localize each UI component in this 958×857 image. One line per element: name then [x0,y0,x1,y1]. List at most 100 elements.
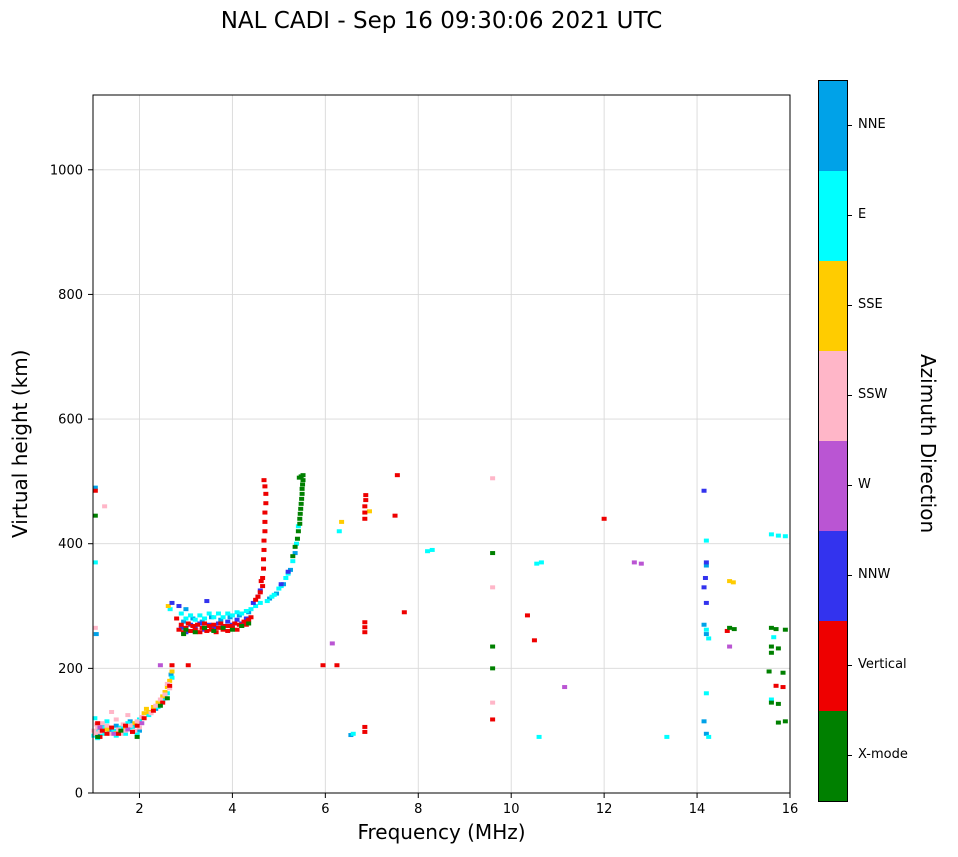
colorbar-tick [848,215,852,216]
data-point-vertical [218,621,224,626]
colorbar-segment-nne [819,81,847,171]
x-tick-label: 4 [228,802,236,817]
data-point-ssw [125,713,131,718]
colorbar-bar [818,80,848,802]
data-point-e [234,610,240,615]
colorbar-tick [848,125,852,126]
data-point-x-mode [292,544,298,549]
data-point-nne [701,719,707,724]
data-point-vertical [255,594,261,599]
data-point-nne [136,728,142,733]
data-point-e [706,734,712,739]
data-point-x-mode [299,491,305,496]
data-point-e [125,721,131,726]
data-point-e [92,560,98,565]
data-point-e [243,609,249,614]
data-point-vertical [334,663,340,668]
colorbar-tick [848,485,852,486]
colorbar-tick [848,575,852,576]
data-point-nne [703,731,709,736]
colorbar-tick-label: SSW [858,387,888,402]
data-point-vertical [190,623,196,628]
data-point-vertical [215,625,221,630]
data-point-vertical [167,683,173,688]
data-point-vertical [185,663,191,668]
data-point-vertical [188,628,194,633]
data-point-ssw [109,709,115,714]
data-point-vertical [362,625,368,630]
data-point-x-mode [183,627,189,632]
data-point-e [220,615,226,620]
data-point-nnw [204,599,210,604]
data-point-sse [162,690,168,695]
x-tick-label: 2 [135,802,143,817]
data-point-vertical [363,493,369,498]
x-tick-label: 10 [503,802,520,817]
data-point-e [429,547,435,552]
data-point-ssw [153,703,159,708]
data-point-w [157,663,163,668]
data-point-vertical [241,619,247,624]
y-tick-label: 200 [58,662,83,677]
data-point-w [562,685,568,690]
data-point-vertical [262,529,268,534]
data-point-vertical [524,613,530,618]
plot-area: 2 4 6 8 10 12 14 16 0 200 400 600 800 1000 [50,94,798,817]
data-point-e [215,611,221,616]
data-point-vertical [263,491,269,496]
data-point-vertical [261,547,267,552]
colorbar-tick-label: NNE [858,117,886,132]
data-point-vertical [260,575,266,580]
data-point-vertical [362,724,368,729]
data-point-e [271,592,277,597]
data-point-x-mode [300,473,306,478]
data-point-x-mode [299,486,305,491]
data-point-vertical [780,685,786,690]
data-point-nne [703,563,709,568]
data-point-ssw [113,717,119,722]
colorbar-tick [848,305,852,306]
data-point-e [768,697,774,702]
data-point-e [253,604,259,609]
data-point-vertical [92,488,98,493]
data-point-nne [703,632,709,637]
data-point-x-mode [766,669,772,674]
data-point-x-mode [775,646,781,651]
data-point-x-mode [298,501,304,506]
data-point-ssw [167,686,173,691]
data-point-x-mode [164,696,170,701]
data-point-sse [169,669,175,674]
colorbar-tick [848,755,852,756]
data-point-sse [366,509,372,514]
colorbar-segment-e [819,171,847,261]
data-point-w [97,725,103,730]
data-point-e [239,611,245,616]
data-point-e [664,734,670,739]
data-point-x-mode [202,625,208,630]
colorbar-tick [848,665,852,666]
data-point-x-mode [134,734,140,739]
data-point-e [167,607,173,612]
data-point-e [336,529,342,534]
data-point-x-mode [211,628,217,633]
data-point-e [775,533,781,538]
data-point-e [211,615,217,620]
data-point-vertical [95,721,101,726]
data-point-vertical [174,616,180,621]
data-point-e [425,549,431,554]
data-point-e [538,560,544,565]
data-point-e [206,611,212,616]
data-point-nnw [703,560,709,565]
data-point-ssw [92,731,98,736]
data-point-x-mode [157,703,163,708]
data-point-vertical [202,621,208,626]
colorbar-title: Azimuth Direction [916,354,940,534]
data-point-vertical [262,484,268,489]
data-point-x-mode [768,650,774,655]
data-point-vertical [262,519,268,524]
data-point-nnw [176,604,182,609]
data-point-e [264,599,270,604]
data-point-e [104,719,110,724]
data-point-vertical [263,501,269,506]
data-point-e [202,616,208,621]
